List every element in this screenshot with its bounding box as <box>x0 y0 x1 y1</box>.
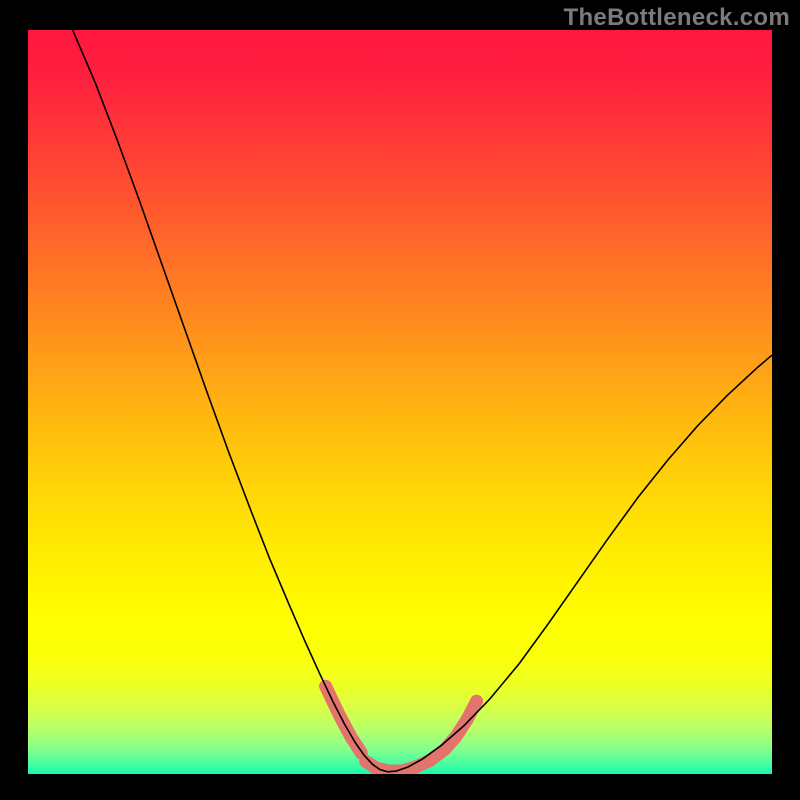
bottleneck-plot <box>28 30 772 774</box>
watermark-text: TheBottleneck.com <box>564 4 790 32</box>
plot-background <box>28 30 772 774</box>
plot-svg <box>28 30 772 774</box>
chart-frame: TheBottleneck.com <box>0 0 800 800</box>
